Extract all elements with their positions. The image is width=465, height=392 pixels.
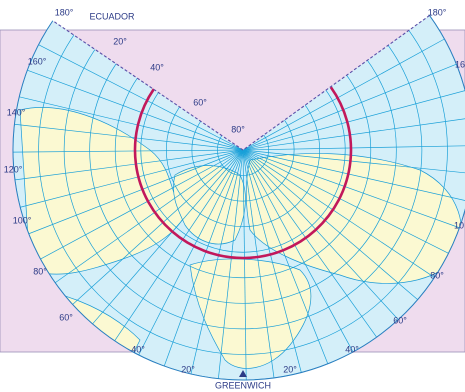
label: 180° [428, 7, 447, 17]
graticule-line [242, 149, 377, 338]
graticule-line [38, 44, 244, 151]
graticule-line [190, 149, 244, 375]
graticule-line [242, 149, 435, 278]
graticule-line [163, 149, 244, 367]
graticule-line [63, 15, 423, 330]
label: 20° [113, 36, 127, 46]
label: 140° [7, 107, 26, 117]
label: 180° [55, 7, 74, 17]
sector-outline [12, 15, 465, 381]
graticule-line [13, 149, 244, 153]
graticule-line [14, 149, 244, 181]
graticule-line [28, 149, 244, 235]
graticule-line [138, 149, 244, 356]
graticule-line [242, 90, 465, 151]
graticule-line [242, 149, 399, 320]
label: 100° [13, 215, 32, 225]
graticule-line [242, 149, 302, 373]
graticule-line [242, 149, 418, 300]
label: 20° [283, 364, 297, 374]
label: 80° [231, 124, 245, 134]
graticule-line [242, 149, 449, 254]
graticule-line [72, 149, 244, 305]
graticule-line [40, 149, 244, 260]
label: 60° [59, 312, 73, 322]
graticule-line [92, 149, 244, 325]
greenwich-marker [239, 370, 247, 377]
highlight-parallel [133, 86, 353, 260]
label: 40° [345, 344, 359, 354]
label: 80° [430, 270, 444, 280]
label: 20° [181, 364, 195, 374]
graticule-line [242, 145, 465, 151]
graticule-line [38, 15, 448, 355]
graticule-line [242, 149, 247, 380]
graticule-line [242, 149, 275, 378]
graticule-line [242, 38, 445, 151]
graticule-line [242, 149, 329, 364]
landmass [189, 258, 312, 369]
label: 60° [393, 315, 407, 325]
graticule-line [114, 149, 244, 342]
label: 10 [454, 220, 464, 230]
label: GREENWICH [215, 380, 271, 390]
landmass [245, 153, 462, 284]
label: 16 [455, 59, 465, 69]
graticule-line [242, 117, 465, 151]
graticule-line [27, 69, 244, 151]
graticule-line [242, 149, 460, 229]
label: 120° [4, 164, 23, 174]
label: ECUADOR [89, 11, 135, 21]
label: 160° [28, 56, 47, 66]
label: 40° [150, 62, 164, 72]
label: 40° [131, 344, 145, 354]
graticule-line [218, 149, 244, 379]
graticule-line [242, 149, 465, 174]
graticule-line [89, 15, 397, 304]
label: 60° [193, 97, 207, 107]
label: 80° [33, 266, 47, 276]
graticule-line [242, 149, 465, 202]
graticule-line [242, 63, 457, 151]
graticule-line [20, 149, 244, 208]
landmass [173, 165, 246, 245]
graticule-line [19, 96, 244, 151]
graticule-line [242, 149, 354, 353]
graticule-line [54, 149, 244, 284]
graticule-line [14, 123, 244, 151]
sector-edge [52, 15, 430, 151]
